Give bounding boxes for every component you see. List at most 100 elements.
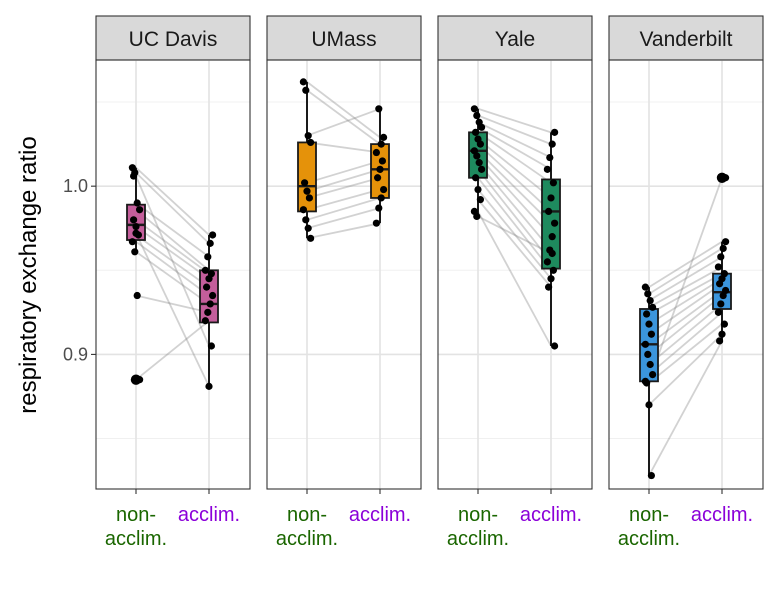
panel-strip — [608, 15, 764, 61]
x-tick-label: non-acclim. — [105, 504, 167, 550]
data-point — [717, 253, 725, 261]
data-point — [305, 194, 313, 202]
data-point — [302, 86, 310, 94]
panel-title: UMass — [311, 28, 376, 51]
data-point — [378, 157, 386, 165]
outlier-point — [716, 172, 728, 183]
data-point — [130, 172, 138, 180]
data-point — [543, 258, 552, 266]
data-point — [718, 330, 726, 338]
data-point — [548, 249, 556, 258]
data-point — [548, 233, 556, 241]
data-point — [714, 308, 723, 316]
data-point — [643, 310, 651, 318]
y-tick-label: 1.0 — [63, 176, 88, 196]
data-point — [206, 239, 214, 247]
y-tick-label: 0.9 — [63, 344, 88, 364]
pair-line — [477, 143, 552, 213]
pair-line — [306, 81, 381, 139]
pair-line — [648, 272, 723, 315]
data-point — [375, 204, 383, 212]
data-point — [301, 179, 309, 187]
pair-line — [477, 121, 552, 159]
data-point — [205, 275, 213, 283]
pair-line — [135, 294, 210, 314]
pair-line — [306, 222, 381, 240]
data-point — [478, 165, 486, 173]
pair-line — [477, 162, 552, 251]
data-point — [376, 165, 384, 173]
pair-line — [135, 209, 210, 271]
pair-line — [648, 247, 723, 295]
data-point — [304, 224, 312, 232]
data-point — [474, 185, 482, 194]
panel-strip — [95, 15, 251, 61]
data-point — [719, 244, 727, 253]
pair-line — [135, 172, 210, 245]
pair-line — [648, 340, 723, 476]
pair-line — [135, 167, 210, 236]
pair-line — [648, 323, 723, 384]
data-point — [209, 231, 217, 239]
data-point — [644, 350, 652, 359]
panel-title: UC Davis — [129, 28, 218, 51]
pair-line — [306, 168, 381, 193]
data-point — [299, 78, 307, 86]
panel-umass: UMass non-acclim. acclim. — [266, 15, 422, 550]
data-point — [473, 212, 481, 221]
pair-line — [477, 199, 552, 288]
data-point — [205, 382, 213, 390]
panel-border — [95, 59, 251, 490]
data-point — [307, 138, 315, 147]
pair-line — [135, 251, 210, 305]
data-point — [375, 105, 383, 113]
data-point — [203, 283, 211, 291]
pair-line — [477, 168, 552, 263]
data-point — [209, 291, 217, 300]
data-point — [304, 132, 312, 140]
data-point — [377, 194, 385, 202]
x-tick-label: non-acclim. — [276, 504, 338, 550]
data-point — [646, 296, 654, 305]
data-point — [473, 111, 481, 120]
data-point — [551, 219, 559, 227]
pair-line — [648, 177, 723, 382]
x-tick-label: acclim. — [691, 504, 753, 526]
pair-line — [135, 175, 210, 347]
data-point — [547, 194, 555, 202]
pair-line — [135, 320, 210, 381]
data-point — [546, 153, 554, 162]
data-point — [545, 207, 553, 216]
data-point — [372, 148, 380, 157]
data-point — [132, 229, 140, 237]
pair-line — [648, 283, 723, 335]
data-point — [641, 340, 650, 348]
x-tick-label: non-acclim. — [618, 504, 680, 550]
pair-line — [477, 210, 552, 347]
pair-line — [648, 289, 723, 346]
y-axis-title: respiratory exchange ratio — [15, 136, 42, 413]
data-point — [641, 283, 650, 291]
pair-line — [306, 160, 381, 184]
data-point — [128, 238, 136, 246]
pair-line — [306, 197, 381, 221]
panel-yale: Yale non-acclim. acclim. — [437, 15, 593, 550]
data-point — [380, 133, 388, 141]
data-point — [551, 342, 559, 350]
pair-line — [648, 266, 723, 309]
pair-line — [648, 303, 723, 366]
data-point — [647, 471, 656, 480]
data-point — [549, 266, 558, 274]
pair-line — [477, 114, 552, 145]
pair-line — [306, 107, 381, 137]
data-point — [372, 219, 380, 227]
data-point — [377, 140, 385, 148]
data-point — [717, 300, 725, 308]
pair-line — [135, 219, 210, 275]
data-point — [374, 174, 382, 182]
data-point — [716, 337, 724, 345]
data-point — [473, 152, 481, 160]
x-tick-label: acclim. — [520, 504, 582, 526]
data-point — [380, 185, 388, 194]
